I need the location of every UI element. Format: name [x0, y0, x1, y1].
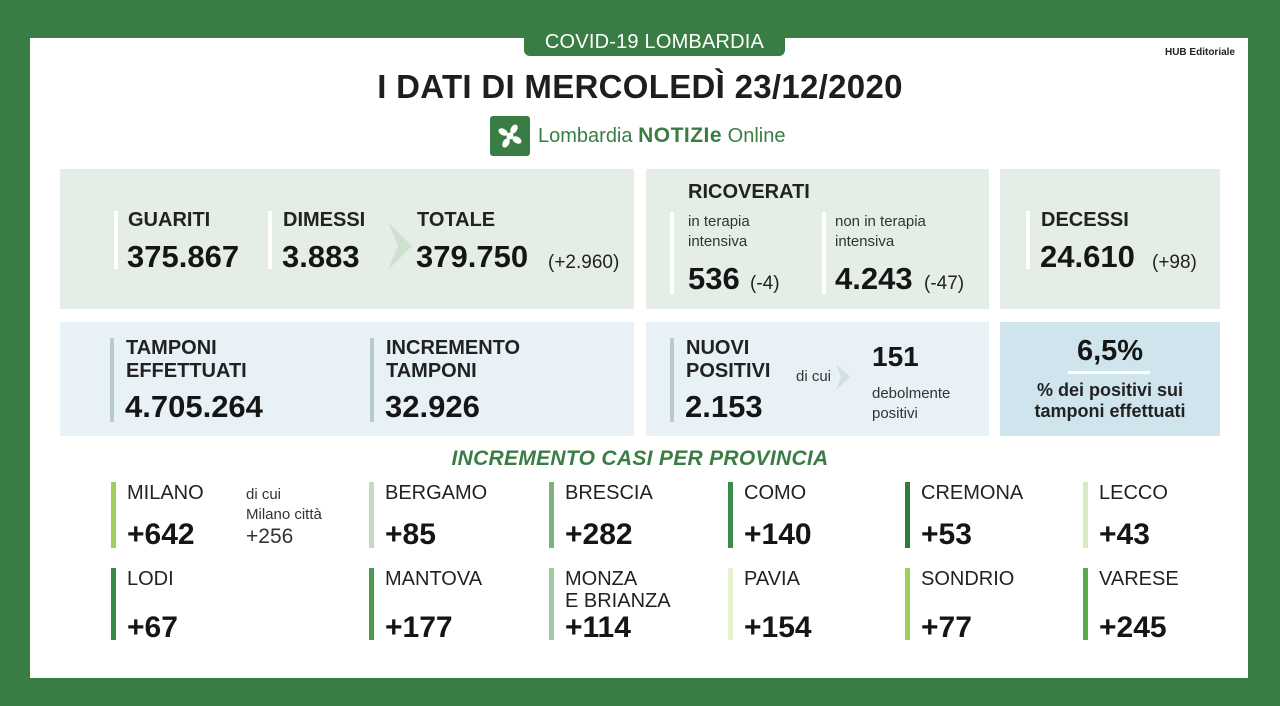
nti-delta: (-47) [924, 273, 965, 294]
province-value: +245 [1099, 611, 1167, 644]
province-bar [549, 482, 554, 548]
divider [110, 338, 114, 422]
logo-text: Lombardia NOTIZIe Online [538, 124, 786, 147]
percent-value: 6,5% [1076, 335, 1144, 367]
province-name: MILANO [127, 482, 204, 504]
tamponi-value: 4.705.264 [125, 389, 263, 424]
guariti-panel [60, 169, 634, 309]
dimessi-value: 3.883 [282, 239, 360, 274]
province-name: LODI [127, 568, 174, 590]
ricoverati-label: RICOVERATI [688, 181, 810, 203]
chevron-right-icon [836, 364, 850, 390]
province-bar [1083, 568, 1088, 640]
decessi-panel [1000, 169, 1220, 309]
incremento-label: INCREMENTO TAMPONI [386, 337, 521, 382]
nuovi-panel [646, 322, 989, 436]
totale-label: TOTALE [417, 209, 496, 231]
province-name: CREMONA [921, 482, 1024, 504]
decessi-delta: (+98) [1152, 252, 1197, 273]
province-value: +67 [127, 611, 178, 644]
divider [1026, 211, 1030, 269]
nti-label: non in terapia intensiva [835, 213, 926, 250]
dimessi-label: DIMESSI [283, 209, 366, 231]
ti-value: 536 [688, 261, 740, 296]
ricoverati-panel [646, 169, 989, 309]
dicui-label: di cui [796, 368, 832, 385]
province-name: LECCO [1099, 482, 1168, 504]
province-name: BERGAMO [385, 482, 488, 504]
divider [822, 212, 826, 294]
province-bar [369, 568, 374, 640]
guariti-label: GUARITI [128, 209, 211, 231]
province-value: +77 [921, 611, 972, 644]
province-bar [369, 482, 374, 548]
tamponi-label: TAMPONI EFFETTUATI [126, 337, 247, 382]
milano-citta-note: di cui Milano città +256 [246, 486, 322, 548]
divider [370, 338, 374, 422]
province-value: +114 [565, 611, 631, 644]
decessi-value: 24.610 [1040, 239, 1135, 274]
province-name: PAVIA [744, 568, 800, 590]
nti-value: 4.243 [835, 261, 913, 296]
province-bar [905, 482, 910, 548]
province-bar [905, 568, 910, 640]
province-name: MANTOVA [385, 568, 483, 590]
logo: Lombardia NOTIZIe Online [490, 116, 785, 156]
tamponi-panel [60, 322, 634, 436]
ti-delta: (-4) [750, 273, 780, 294]
province-bar [111, 482, 116, 548]
province-name: MONZA E BRIANZA [565, 568, 671, 612]
chevron-right-icon [388, 222, 412, 270]
percent-panel [1000, 322, 1220, 436]
province-value: +43 [1099, 518, 1150, 551]
hub-label: HUB Editoriale [1164, 47, 1235, 58]
percent-underline [1068, 371, 1150, 374]
province-value: +53 [921, 518, 972, 551]
province-bar [549, 568, 554, 640]
divider [670, 338, 674, 422]
totale-value: 379.750 [416, 239, 529, 274]
province-value: +85 [385, 518, 436, 551]
totale-delta: (+2.960) [548, 252, 620, 273]
province-bar [111, 568, 116, 640]
nuovi-value: 2.153 [685, 389, 763, 424]
divider [114, 211, 118, 269]
page-title: I DATI DI MERCOLEDÌ 23/12/2020 [377, 68, 903, 105]
province-title: INCREMENTO CASI PER PROVINCIA [451, 447, 829, 470]
nuovi-label: NUOVI POSITIVI [686, 337, 771, 382]
debolmente-label: debolmente positivi [872, 385, 951, 422]
province-bar [728, 568, 733, 640]
province-value: +642 [127, 518, 195, 551]
province-bar [1083, 482, 1088, 548]
province-name: VARESE [1099, 568, 1179, 590]
header-tag: COVID-19 LOMBARDIA [524, 28, 785, 56]
debolmente-value: 151 [872, 341, 919, 372]
ti-label: in terapia intensiva [688, 213, 750, 250]
decessi-label: DECESSI [1041, 209, 1129, 231]
province-value: +154 [744, 611, 812, 644]
province-value: +282 [565, 518, 633, 551]
province-value: +140 [744, 518, 812, 551]
province-bar [728, 482, 733, 548]
divider [268, 211, 272, 269]
province-name: SONDRIO [921, 568, 1015, 590]
province-value: +177 [385, 611, 453, 644]
province-name: COMO [744, 482, 807, 504]
province-name: BRESCIA [565, 482, 653, 504]
lombardia-rose-icon [490, 116, 530, 156]
incremento-value: 32.926 [385, 389, 480, 424]
divider [670, 212, 674, 294]
guariti-value: 375.867 [127, 239, 240, 274]
percent-label: % dei positivi sui tamponi effettuati [1034, 380, 1186, 421]
